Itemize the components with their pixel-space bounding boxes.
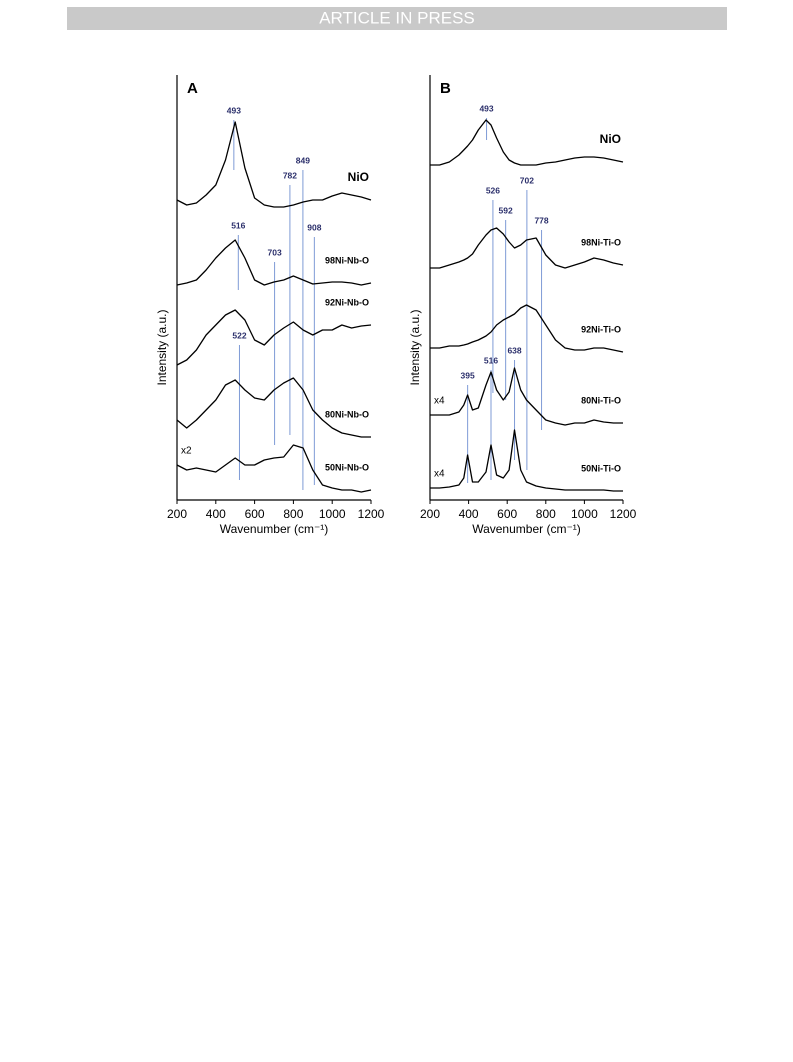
x-tick-label: 200 xyxy=(420,507,440,521)
peak-label: 493 xyxy=(227,105,241,115)
x-axis-label: Wavenumber (cm⁻¹) xyxy=(220,522,329,536)
x-tick-label: 1200 xyxy=(610,507,637,521)
peak-label: 522 xyxy=(232,330,246,340)
sample-label: NiO xyxy=(348,170,369,184)
sample-label: 92Ni-Nb-O xyxy=(325,297,369,307)
banner-text: ARTICLE IN PRESS xyxy=(319,8,475,27)
peak-label: 782 xyxy=(283,170,297,180)
x-tick-label: 200 xyxy=(167,507,187,521)
y-axis-label: Intensity (a.u.) xyxy=(155,309,169,385)
x-tick-label: 1000 xyxy=(571,507,598,521)
panel-letter: A xyxy=(187,80,198,97)
peak-label: 908 xyxy=(307,222,321,232)
x-tick-label: 800 xyxy=(536,507,556,521)
sample-label: 80Ni-Nb-O xyxy=(325,409,369,419)
banner-bar xyxy=(67,7,727,30)
peak-label: 516 xyxy=(484,355,498,365)
sample-label: 98Ni-Nb-O xyxy=(325,255,369,265)
spectrum-line xyxy=(176,121,372,208)
multiplier-label: x2 xyxy=(181,446,192,457)
x-tick-label: 800 xyxy=(283,507,303,521)
sample-label: 80Ni-Ti-O xyxy=(581,395,621,405)
spectrum-line xyxy=(176,377,371,438)
peak-label: 849 xyxy=(296,155,310,165)
peak-label: 638 xyxy=(507,345,521,355)
spectrum-line xyxy=(430,429,623,492)
sample-label: 98Ni-Ti-O xyxy=(581,237,621,247)
sample-label: 92Ni-Ti-O xyxy=(581,324,621,334)
peak-label: 526 xyxy=(486,185,500,195)
peak-label: 395 xyxy=(461,370,475,380)
x-tick-label: 400 xyxy=(206,507,226,521)
spectrum-line xyxy=(176,239,372,286)
spectrum-line xyxy=(430,227,624,269)
multiplier-label: x4 xyxy=(434,396,445,407)
panel-letter: B xyxy=(440,80,451,97)
x-tick-label: 600 xyxy=(497,507,517,521)
spectrum-line xyxy=(176,309,372,366)
peak-label: 702 xyxy=(520,175,534,185)
x-tick-label: 1200 xyxy=(358,507,385,521)
y-axis-label: Intensity (a.u.) xyxy=(408,309,422,385)
sample-label: NiO xyxy=(600,132,621,146)
x-tick-label: 400 xyxy=(459,507,479,521)
spectrum-line xyxy=(430,119,624,166)
peak-label: 493 xyxy=(479,103,493,113)
spectrum-line xyxy=(430,367,623,426)
x-tick-label: 600 xyxy=(245,507,265,521)
x-axis-label: Wavenumber (cm⁻¹) xyxy=(472,522,581,536)
peak-label: 516 xyxy=(231,220,245,230)
spectrum-line xyxy=(176,444,372,493)
peak-label: 778 xyxy=(534,215,548,225)
multiplier-label: x4 xyxy=(434,469,445,480)
sample-label: 50Ni-Nb-O xyxy=(325,462,369,472)
spectrum-line xyxy=(430,304,624,353)
peak-label: 703 xyxy=(267,247,281,257)
x-tick-label: 1000 xyxy=(319,507,346,521)
peak-label: 592 xyxy=(499,205,513,215)
sample-label: 50Ni-Ti-O xyxy=(581,463,621,473)
